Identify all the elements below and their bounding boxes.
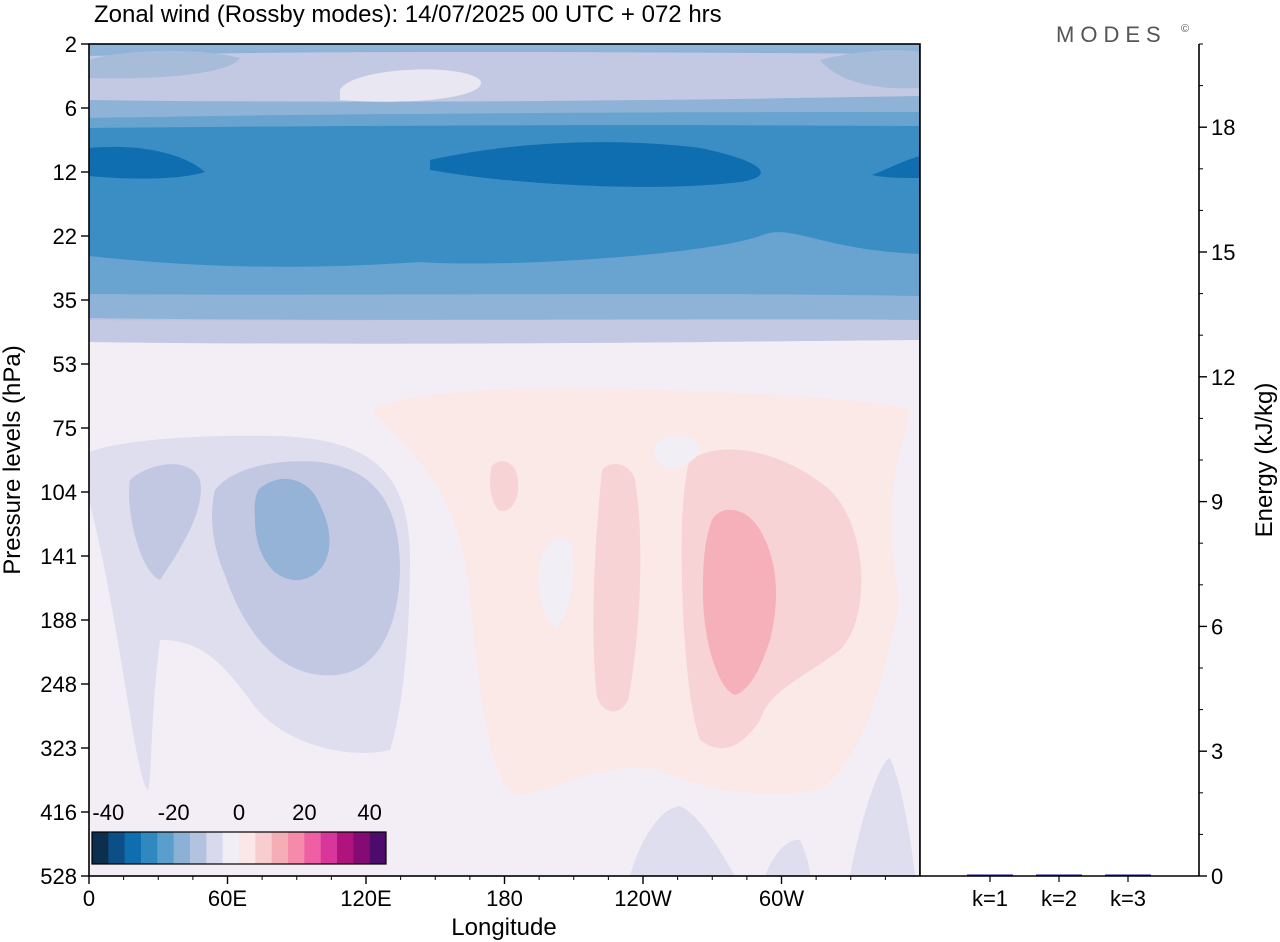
energy-y-tick-label: 9 <box>1211 490 1223 515</box>
x-tick-label: 60W <box>759 886 804 911</box>
x-tick-label: 120W <box>614 886 672 911</box>
bottom-far-east-light <box>850 758 915 876</box>
energy-category-label: k=3 <box>1110 886 1146 911</box>
upper-core-center <box>430 142 761 187</box>
lower-west-core <box>254 478 330 581</box>
energy-y-tick-label: 0 <box>1211 864 1223 889</box>
colorbar-swatch <box>239 832 256 864</box>
colorbar-swatch <box>157 832 174 864</box>
lower-east-core <box>702 509 776 695</box>
colorbar-tick-label: 20 <box>292 800 316 825</box>
lower-east-neutral-hole <box>538 537 574 628</box>
colorbar-tick-label: -20 <box>158 800 190 825</box>
y-tick-label: 416 <box>40 800 77 825</box>
upper-core-left <box>89 146 205 179</box>
colorbar-swatch <box>304 832 321 864</box>
x-tick-label: 180 <box>486 886 523 911</box>
y-tick-label: 6 <box>65 96 77 121</box>
y-tick-label: 188 <box>40 608 77 633</box>
lower-west-small <box>129 464 201 580</box>
colorbar-swatch <box>92 832 109 864</box>
energy-y-tick-label: 15 <box>1211 240 1235 265</box>
colorbar-tick-label: -40 <box>92 800 124 825</box>
colorbar-swatch <box>320 832 338 864</box>
colorbar-swatch <box>206 832 223 864</box>
top-medium-patch-right <box>820 50 920 89</box>
colorbar-swatch <box>271 832 289 864</box>
energy-y-axis: 0 3 6 9 12 15 18 <box>1199 43 1235 889</box>
y-tick-label: 104 <box>40 480 77 505</box>
x-tick-label: 60E <box>208 886 247 911</box>
lower-east-light-3 <box>490 461 519 511</box>
y-tick-label: 248 <box>40 672 77 697</box>
y-tick-label: 53 <box>53 352 77 377</box>
y-tick-label: 22 <box>53 224 77 249</box>
energy-y-tick-label: 12 <box>1211 365 1235 390</box>
lower-east-neutral-patch <box>654 435 701 468</box>
y-tick-label: 35 <box>53 288 77 313</box>
energy-axis-title: Energy (kJ/kg) <box>1251 383 1278 538</box>
logo-mark: © <box>1181 23 1189 35</box>
energy-panel-background <box>920 44 1199 876</box>
colorbar-swatch <box>108 832 125 864</box>
top-medium-patch-left <box>89 50 240 79</box>
top-lightest-oval <box>340 69 481 102</box>
bottom-east-light <box>630 806 735 876</box>
energy-y-tick-label: 6 <box>1211 614 1223 639</box>
y-tick-label: 2 <box>65 32 77 57</box>
x-axis-title: Longitude <box>451 914 556 941</box>
colorbar-swatch <box>190 832 207 864</box>
heatmap-background <box>89 44 920 876</box>
colorbar-tick-label: 0 <box>233 800 245 825</box>
modes-logo: MODES © <box>1056 22 1189 47</box>
upper-band-lighter <box>89 318 920 344</box>
y-tick-label: 323 <box>40 736 77 761</box>
zonal-wind-panel: 0 60E 120E 180 120W 60W 2 6 12 22 35 53 75 104 141 188… <box>0 32 921 941</box>
y-axis-title: Pressure levels (hPa) <box>0 345 26 574</box>
upper-core-right <box>872 156 920 178</box>
colorbar-swatch <box>369 832 387 864</box>
lower-west-ring <box>89 455 118 505</box>
chart-title: Zonal wind (Rossby modes): 14/07/2025 00… <box>94 1 722 28</box>
y-tick-label: 12 <box>53 160 77 185</box>
energy-category-label: k=2 <box>1041 886 1077 911</box>
heatmap-y-axis: 2 6 12 22 35 53 75 104 141 188 248 323 416 528 <box>40 32 89 889</box>
colorbar-swatch <box>124 832 142 864</box>
colorbar-swatch <box>288 832 305 864</box>
heatmap-x-axis: 0 60E 120E 180 120W 60W <box>83 876 886 911</box>
colorbar-swatch <box>255 832 272 864</box>
energy-y-tick-label: 3 <box>1211 739 1223 764</box>
colorbar-swatch <box>337 832 354 864</box>
y-tick-label: 528 <box>40 864 77 889</box>
colorbar: -40 -20 0 20 40 <box>91 800 387 865</box>
bottom-mid-light <box>765 839 810 876</box>
colorbar-swatch <box>222 832 240 864</box>
energy-panel: 0 3 6 9 12 15 18 k=1 k=2 k=3 Energy (kJ/kg) <box>919 43 1278 911</box>
colorbar-swatch <box>173 832 191 864</box>
colorbar-swatch <box>141 832 158 864</box>
lower-east-light-1 <box>593 464 641 712</box>
energy-category-label: k=1 <box>972 886 1008 911</box>
y-tick-label: 75 <box>53 416 77 441</box>
logo-text: MODES <box>1056 22 1167 47</box>
energy-x-axis: k=1 k=2 k=3 <box>972 876 1146 911</box>
x-tick-label: 120E <box>340 886 391 911</box>
colorbar-tick-label: 40 <box>357 800 381 825</box>
colorbar-border <box>91 831 387 865</box>
energy-y-tick-label: 18 <box>1211 115 1235 140</box>
top-light-band <box>89 52 920 102</box>
y-tick-label: 141 <box>40 544 77 569</box>
x-tick-label: 0 <box>83 886 95 911</box>
colorbar-swatch <box>353 832 370 864</box>
